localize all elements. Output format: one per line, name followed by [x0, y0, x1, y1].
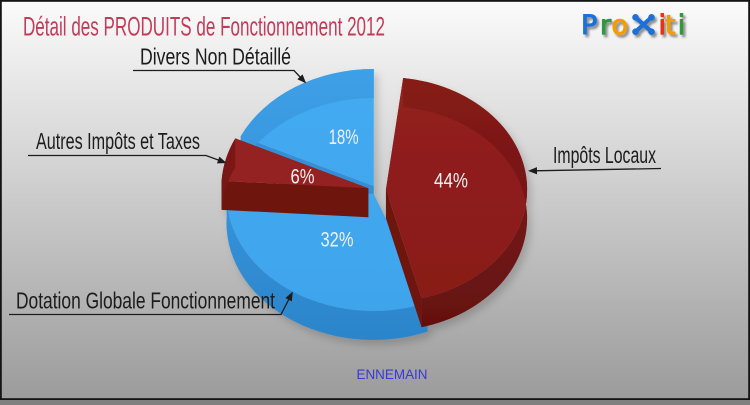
- pct-label-divers: 18%: [329, 126, 359, 149]
- pie-slice-wall-dotation-globale-fonctionnement[interactable]: [226, 186, 428, 340]
- pie-slice-wall-impots-locaux[interactable]: [403, 78, 528, 328]
- logo-letter-P: P: [581, 10, 597, 41]
- commune-name: ENNEMAIN: [357, 366, 428, 382]
- callout-label-autres: Autres Impôts et Taxes: [36, 128, 200, 154]
- logo-letter-t: t: [665, 10, 676, 41]
- pct-label-impots: 44%: [434, 170, 468, 193]
- callout-line-divers: [133, 69, 303, 80]
- pie-slice-dotation-globale-fonctionnement[interactable]: [226, 186, 428, 311]
- callout-line-dotation: [9, 296, 291, 316]
- callout-line-impots: [533, 167, 662, 172]
- logo-letter-o: o: [612, 10, 629, 41]
- pie-slice-autres-impots-et-taxes[interactable]: [221, 138, 369, 189]
- pie-3d[interactable]: [221, 68, 528, 340]
- pct-label-autres: 6%: [291, 166, 315, 189]
- callout-label-divers: Divers Non Détaillé: [140, 44, 291, 70]
- callout-arrow-dotation: [285, 291, 293, 302]
- logo-letter-i: i: [659, 10, 667, 41]
- callout-dotation: Dotation Globale Fonctionnement: [9, 288, 293, 316]
- callout-autres: Autres Impôts et Taxes: [28, 128, 227, 164]
- callout-label-impots: Impôts Locaux: [553, 142, 656, 168]
- pie-slice-cut-impots-locaux[interactable]: [385, 189, 422, 328]
- pie-slice-wall-divers-non-detaille[interactable]: [240, 68, 374, 166]
- callout-line-autres: [28, 154, 222, 162]
- logo-letter-i: i: [678, 10, 686, 41]
- logo-x-glyph: [632, 13, 655, 35]
- chart-title: Détail des PRODUITS de Fonctionnement 20…: [23, 12, 385, 42]
- callout-label-dotation: Dotation Globale Fonctionnement: [16, 288, 275, 314]
- callout-impots: Impôts Locaux: [528, 142, 662, 175]
- callout-arrow-divers: [297, 74, 307, 84]
- callout-arrow-impots: [528, 167, 538, 175]
- pie-slice-wall-autres-impots-et-taxes[interactable]: [221, 138, 236, 210]
- callout-arrow-autres: [216, 156, 227, 164]
- logo-letter-r: r: [600, 10, 612, 41]
- callout-divers: Divers Non Détaillé: [133, 44, 307, 84]
- pct-label-dotation: 32%: [321, 229, 354, 252]
